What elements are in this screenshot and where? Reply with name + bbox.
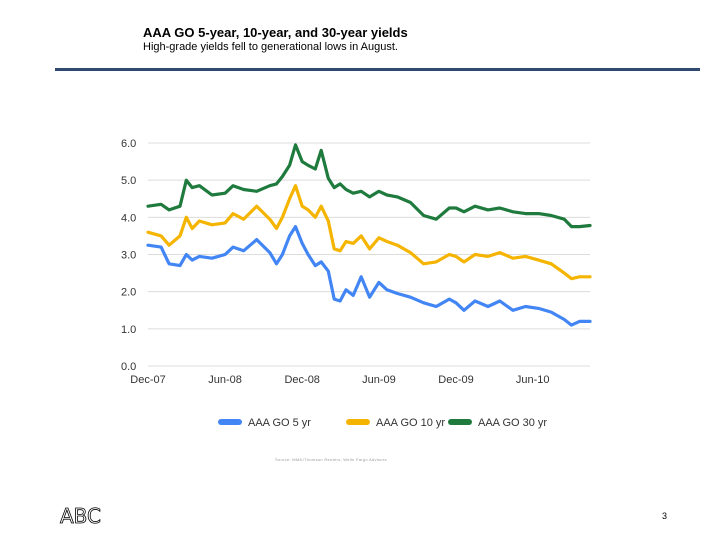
legend-label: AAA GO 10 yr xyxy=(376,417,445,429)
yield-line-chart: 0.0 1.0 2.0 3.0 4.0 5.0 6.0 Dec-07 Jun-08 Dec-08… xyxy=(121,138,592,429)
series-line-1 xyxy=(146,224,592,327)
legend-swatch xyxy=(218,419,242,425)
slide-subtitle: High-grade yields fell to generational l… xyxy=(143,41,398,53)
x-tick-label: Jun-09 xyxy=(362,374,396,386)
legend-label: AAA GO 30 yr xyxy=(478,417,547,429)
x-tick-label: Dec-09 xyxy=(438,374,473,386)
y-axis-ticks: 0.0 1.0 2.0 3.0 4.0 5.0 6.0 xyxy=(121,138,136,373)
chart-legend: AAA GO 5 yr AAA GO 10 yr AAA GO 30 yr xyxy=(218,417,547,429)
legend-label: AAA GO 5 yr xyxy=(248,417,311,429)
y-tick-label: 6.0 xyxy=(121,138,136,150)
y-tick-label: 0.0 xyxy=(121,361,136,373)
chart-gridlines xyxy=(148,142,590,367)
series-line-2 xyxy=(146,184,592,281)
x-tick-label: Dec-08 xyxy=(284,374,319,386)
source-note: Source: MMD/Thomson Reuters; Wells Fargo… xyxy=(275,457,387,462)
legend-swatch xyxy=(346,419,370,425)
x-tick-label: Dec-07 xyxy=(130,374,165,386)
legend-swatch xyxy=(448,419,472,425)
x-tick-label: Jun-08 xyxy=(208,374,242,386)
y-tick-label: 1.0 xyxy=(121,324,136,336)
x-axis-ticks: Dec-07 Jun-08 Dec-08 Jun-09 Dec-09 Jun-10 xyxy=(130,374,549,386)
series-line-3 xyxy=(146,143,592,229)
y-tick-label: 2.0 xyxy=(121,287,136,299)
slide-title: AAA GO 5-year, 10-year, and 30-year yiel… xyxy=(143,25,408,40)
page-number: 3 xyxy=(662,511,668,521)
company-logo: ABC xyxy=(60,504,102,529)
y-tick-label: 3.0 xyxy=(121,250,136,262)
title-divider xyxy=(55,68,700,71)
y-tick-label: 5.0 xyxy=(121,175,136,187)
y-tick-label: 4.0 xyxy=(121,212,136,224)
chart-series-lines xyxy=(146,143,592,327)
x-tick-label: Jun-10 xyxy=(516,374,550,386)
